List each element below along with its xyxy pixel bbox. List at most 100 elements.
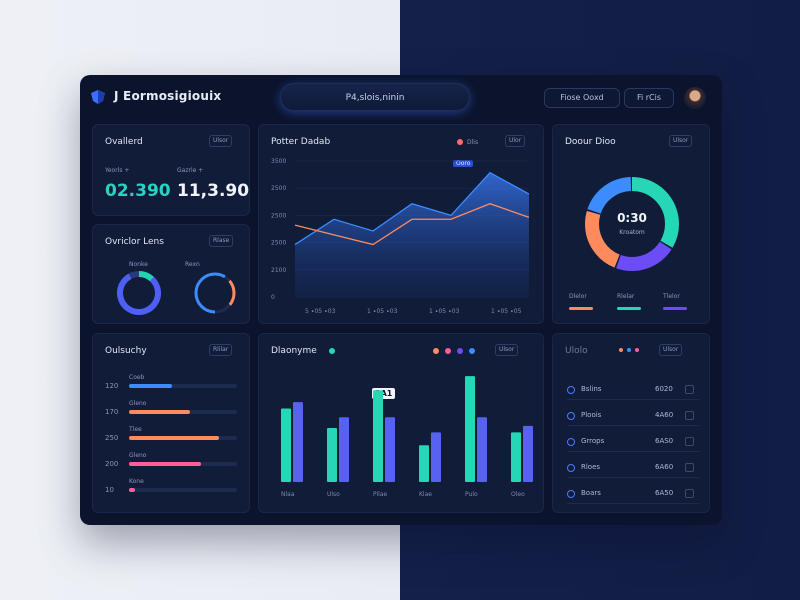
list-item[interactable]: Ploois 4A60: [567, 408, 699, 426]
ring-legend-2: Rlelar: [617, 293, 635, 300]
ring-center-label: Kroatom: [619, 229, 645, 236]
vbar-bar-purple[interactable]: [293, 402, 303, 482]
list-item-label: Rloes: [581, 463, 601, 471]
hbar-bar[interactable]: [129, 384, 173, 388]
list-item[interactable]: Grrops 6AS0: [567, 434, 699, 452]
vbar-title: Dlaonyme: [271, 346, 317, 356]
list-item-checkbox[interactable]: [685, 489, 694, 498]
list-item-checkbox[interactable]: [685, 411, 694, 420]
area-badge: Ooro: [453, 160, 474, 167]
dashboard-window: J Eormosigiouix P4,slois,ninin Fiose Oox…: [80, 75, 722, 525]
hbar-row-value: 170: [105, 408, 119, 416]
hbar-card: Oulsuchy Rlilar Coeb 120 Gleno 170 Tlee 250 Gl…: [92, 333, 250, 513]
ring-slice[interactable]: [585, 177, 679, 271]
ring-legend-swatch-2: [617, 307, 641, 310]
vbar-bar-teal[interactable]: [281, 408, 291, 482]
area-title: Potter Dadab: [271, 137, 331, 147]
overview-title: Ovallerd: [105, 137, 143, 147]
vbar-x-tick: Pulo: [465, 491, 478, 498]
hbar-row-value: 250: [105, 434, 119, 442]
area-legend-label: Dlis: [467, 139, 479, 146]
overview-value-a: 02.390: [105, 181, 171, 201]
area-series-blue-line: [294, 171, 530, 246]
avatar[interactable]: [684, 87, 706, 109]
area-fill: [295, 172, 529, 297]
ring-legend-1: Dlelor: [569, 293, 587, 300]
area-chart-card: Potter Dadab Dlis Ulor Ooro 3500 2500 2500…: [258, 124, 544, 324]
list-item[interactable]: Bslins 6020: [567, 382, 699, 400]
vbar-bar-purple[interactable]: [477, 417, 487, 482]
list-item-label: Grrops: [581, 437, 605, 445]
header-button-secondary[interactable]: Fi rCis: [624, 88, 674, 108]
hbar-bar[interactable]: [129, 410, 191, 414]
ring-chart: [585, 177, 679, 271]
list-item-value: 6020: [655, 385, 673, 393]
hbar-row-label: Gleno: [129, 452, 147, 459]
hbar-row-label: Kone: [129, 478, 144, 485]
vbar-pill[interactable]: Ulsor: [495, 344, 519, 356]
hbar-pill[interactable]: Rlilar: [209, 344, 233, 356]
legend-dot-icon: [457, 139, 463, 145]
area-y-tick: 2500: [271, 240, 286, 247]
vbar-bar-purple[interactable]: [339, 417, 349, 482]
list-item[interactable]: Boars 6A50: [567, 486, 699, 504]
ring-legend-swatch-1: [569, 307, 593, 310]
ring-slice[interactable]: [585, 177, 679, 271]
list-item-checkbox[interactable]: [685, 463, 694, 472]
hbar-track: [129, 462, 237, 466]
vbar-bar-purple[interactable]: [385, 417, 395, 482]
search-bar[interactable]: P4,slois,ninin: [280, 83, 470, 111]
vbar-bar-teal[interactable]: [419, 445, 429, 482]
hbar-title: Oulsuchy: [105, 346, 147, 356]
vbar-bar-teal[interactable]: [373, 390, 383, 482]
area-pill[interactable]: Ulor: [505, 135, 526, 147]
vbar-dot-orange-icon: [433, 348, 439, 354]
hbar-bar[interactable]: [129, 488, 135, 492]
hbar-track: [129, 488, 237, 492]
hbar-row-value: 200: [105, 460, 119, 468]
donut-b: [194, 272, 236, 314]
vbar-bar-teal[interactable]: [511, 432, 521, 482]
hbar-row-value: 10: [105, 486, 114, 494]
list-pill[interactable]: Ulsor: [659, 344, 683, 356]
hbar-bar[interactable]: [129, 462, 201, 466]
overview-label-a: Yeorls +: [105, 167, 130, 174]
list-item-value: 6AS0: [655, 437, 674, 445]
list-item[interactable]: Rloes 6A60: [567, 460, 699, 478]
area-x-tick: 5 ∙05 ∙03: [305, 308, 336, 315]
area-chart: 3500 2500 2500 2500 2100 0 5 ∙05 ∙03 1 ∙05 ∙03…: [271, 158, 530, 315]
ring-center-value: 0:30: [617, 211, 647, 225]
area-x-tick: 1 ∙05 ∙05: [491, 308, 522, 315]
list-item-checkbox[interactable]: [685, 437, 694, 446]
vbar-bar-teal[interactable]: [327, 428, 337, 482]
vbar-card: Dlaonyme Ulsor 1A1 Nlaa Ulso Pilae Klae Pulo…: [258, 333, 544, 513]
overview-value-b: 11,3.90: [177, 181, 250, 201]
vbar-dot-pink-icon: [445, 348, 451, 354]
donuts-card: Ovriclor Lens Rlase Nonke Rexn: [92, 224, 250, 324]
hbar-bar[interactable]: [129, 436, 219, 440]
vbar-bar-teal[interactable]: [465, 376, 475, 482]
hbar-row-label: Tlee: [129, 426, 142, 433]
list-title: Ulolo: [565, 346, 588, 356]
list-item-value: 4A60: [655, 411, 674, 419]
vbar-x-tick: Nlaa: [281, 491, 295, 498]
donuts-pill[interactable]: Rlase: [209, 235, 234, 247]
list-item-icon: [567, 438, 575, 446]
list-card: Ulolo Ulsor Bslins 6020 Ploois 4A60 Grrops 6A…: [552, 333, 710, 513]
ring-pill[interactable]: Ulsor: [669, 135, 693, 147]
vbar-dot-purple-icon: [457, 348, 463, 354]
vbar-bar-purple[interactable]: [431, 432, 441, 482]
overview-card: Ovallerd Ulsor Yeorls + Gazrle + 02.390 …: [92, 124, 250, 216]
overview-label-b: Gazrle +: [177, 167, 204, 174]
hbar-track: [129, 436, 237, 440]
list-item-checkbox[interactable]: [685, 385, 694, 394]
overview-pill[interactable]: Ulsor: [209, 135, 233, 147]
list-dot-pink-icon: [635, 348, 639, 352]
ring-title: Doour Dioo: [565, 137, 616, 147]
area-y-tick: 3500: [271, 158, 286, 165]
ring-slice[interactable]: [585, 177, 679, 271]
list-item-icon: [567, 386, 575, 394]
vbar-bar-purple[interactable]: [523, 425, 533, 482]
area-y-tick: 2500: [271, 212, 286, 219]
header-button-primary[interactable]: Fiose Ooxd: [544, 88, 620, 108]
